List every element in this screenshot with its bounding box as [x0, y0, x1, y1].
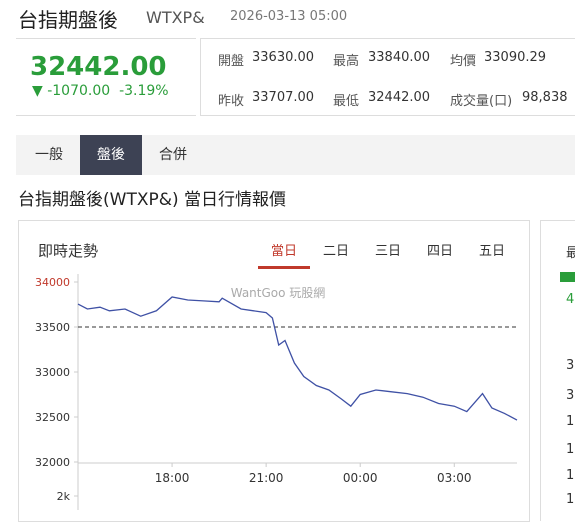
- side-text: 4: [566, 292, 575, 307]
- quote-box: [16, 38, 196, 116]
- page: 台指期盤後 WTXP& 2026-03-13 05:00 32442.00 ▼ …: [16, 8, 575, 522]
- change-value: -1070.00: [47, 83, 111, 99]
- stat-label: 均價: [450, 54, 477, 69]
- y-tick-label: 33500: [35, 321, 70, 334]
- x-tick-label: 18:00: [155, 471, 190, 485]
- range-tab[interactable]: 四日: [426, 244, 453, 259]
- datetime: 2026-03-13 05:00: [230, 9, 348, 24]
- stat-label: 開盤: [218, 54, 245, 69]
- panel-title: 即時走勢: [38, 242, 99, 260]
- page-title: 台指期盤後: [18, 8, 118, 32]
- range-tab[interactable]: 當日: [258, 240, 310, 269]
- tab[interactable]: 盤後: [80, 135, 142, 175]
- range-tab[interactable]: 五日: [478, 244, 505, 259]
- watermark: WantGoo 玩股網: [231, 286, 326, 300]
- price-line: [77, 296, 518, 421]
- price: 32442.00: [30, 52, 167, 82]
- tab[interactable]: 一般: [35, 147, 63, 163]
- symbol-code: WTXP&: [146, 8, 205, 27]
- range-tab[interactable]: 三日: [374, 244, 401, 259]
- stat-label: 最高: [333, 54, 360, 69]
- y-tick-label: 32000: [35, 456, 70, 469]
- section-title: 台指期盤後(WTXP&) 當日行情報價: [18, 190, 287, 210]
- stat-label: 成交量(口): [450, 94, 513, 109]
- stat-value: 33090.29: [484, 50, 547, 65]
- stat-value: 33630.00: [252, 50, 315, 65]
- change-pct: -3.19%: [119, 83, 169, 99]
- y-tick-label: 32500: [35, 411, 70, 424]
- stats-box: [200, 38, 575, 116]
- stat-value: 33707.00: [252, 90, 315, 105]
- y-tick-label: 34000: [35, 276, 70, 289]
- y-tick-label: 33000: [35, 366, 70, 379]
- stat-label: 昨收: [218, 94, 245, 109]
- side-panel: [540, 220, 575, 521]
- side-text: 1: [566, 414, 575, 429]
- side-text: 1: [566, 442, 575, 457]
- side-text: 3: [566, 388, 575, 403]
- x-tick-label: 21:00: [249, 471, 284, 485]
- volume-tick-label: 2k: [57, 490, 71, 503]
- side-bar: [560, 272, 575, 282]
- side-text: 1: [566, 492, 575, 507]
- x-tick-label: 00:00: [343, 471, 378, 485]
- side-text: 3: [566, 358, 575, 373]
- side-text: 最: [566, 246, 575, 261]
- range-tab[interactable]: 二日: [322, 244, 349, 259]
- side-text: 1: [566, 468, 575, 483]
- x-tick-label: 03:00: [437, 471, 472, 485]
- stat-label: 最低: [333, 94, 360, 109]
- stat-value: 32442.00: [368, 90, 431, 105]
- tab[interactable]: 合併: [159, 147, 187, 163]
- change: ▼ -1070.00 -3.19%: [32, 83, 169, 99]
- chart: WantGoo 玩股網 34000 33500 33000 32500 32000 18:0…: [35, 272, 575, 510]
- stat-value: 98,838: [522, 90, 568, 105]
- stat-value: 33840.00: [368, 50, 431, 65]
